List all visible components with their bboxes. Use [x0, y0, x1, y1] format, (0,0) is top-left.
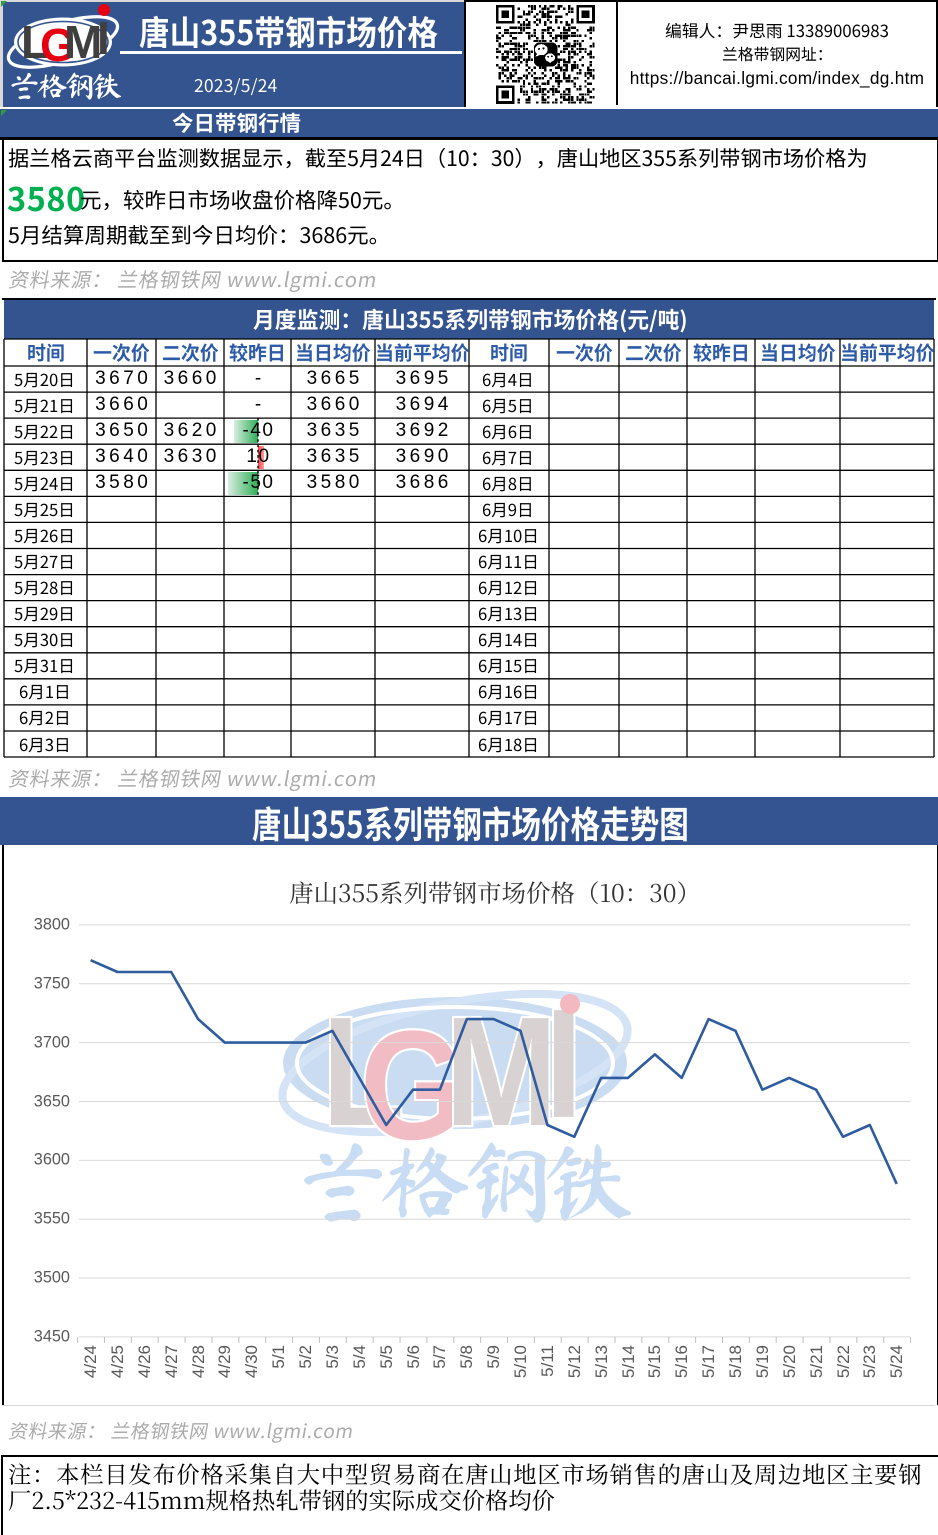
svg-text:M: M — [64, 16, 100, 68]
svg-text:M: M — [445, 984, 557, 1158]
svg-text:I: I — [97, 12, 107, 64]
svg-text:G: G — [40, 19, 73, 71]
svg-text:L: L — [21, 16, 48, 68]
